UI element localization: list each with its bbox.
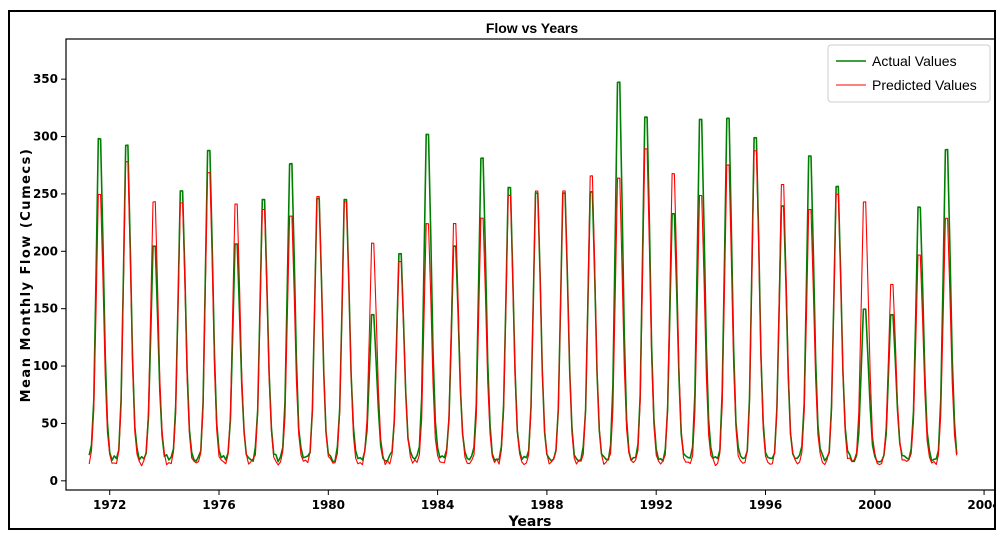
x-tick-label-1976: 1976	[202, 498, 235, 512]
chart-title: Flow vs Years	[486, 20, 579, 36]
x-tick-label-1984: 1984	[421, 498, 454, 512]
legend-box	[827, 44, 991, 103]
y-tick-label-0: 0	[50, 474, 58, 488]
series-layer	[88, 81, 958, 467]
legend-label-predicted: Predicted Values	[872, 77, 977, 93]
x-tick-label-1972: 1972	[93, 498, 126, 512]
x-tick-label-2004: 2004	[967, 498, 994, 512]
plot-area-border	[65, 38, 994, 491]
y-tick-label-300: 300	[33, 130, 58, 144]
y-tick-label-100: 100	[33, 359, 58, 373]
y-axis: 0 50 100 150 200 250 300 350	[33, 72, 66, 488]
y-tick-label-200: 200	[33, 244, 58, 258]
figure-frame: Flow vs Years 0 50 100 150 200 250 300 350 1972…	[8, 10, 996, 530]
y-tick-label-150: 150	[33, 302, 58, 316]
x-tick-label-1988: 1988	[530, 498, 563, 512]
legend-label-actual: Actual Values	[872, 53, 957, 69]
series-line-predicted	[88, 148, 958, 467]
series-line-actual	[88, 81, 958, 463]
x-tick-label-2000: 2000	[858, 498, 891, 512]
y-tick-label-350: 350	[33, 72, 58, 86]
x-tick-label-1996: 1996	[749, 498, 782, 512]
y-tick-label-250: 250	[33, 187, 58, 201]
legend: Actual Values Predicted Values	[827, 44, 991, 103]
x-tick-label-1992: 1992	[639, 498, 672, 512]
y-tick-label-50: 50	[41, 416, 58, 430]
y-axis-label: Mean Monthly Flow (Cumecs)	[19, 148, 34, 403]
x-tick-label-1980: 1980	[312, 498, 345, 512]
x-axis: 1972 1976 1980 1984 1988 1992 1996 2000 2004	[93, 490, 994, 512]
flow-chart: Flow vs Years 0 50 100 150 200 250 300 350 1972…	[19, 20, 994, 528]
x-axis-label: Years	[507, 514, 551, 528]
